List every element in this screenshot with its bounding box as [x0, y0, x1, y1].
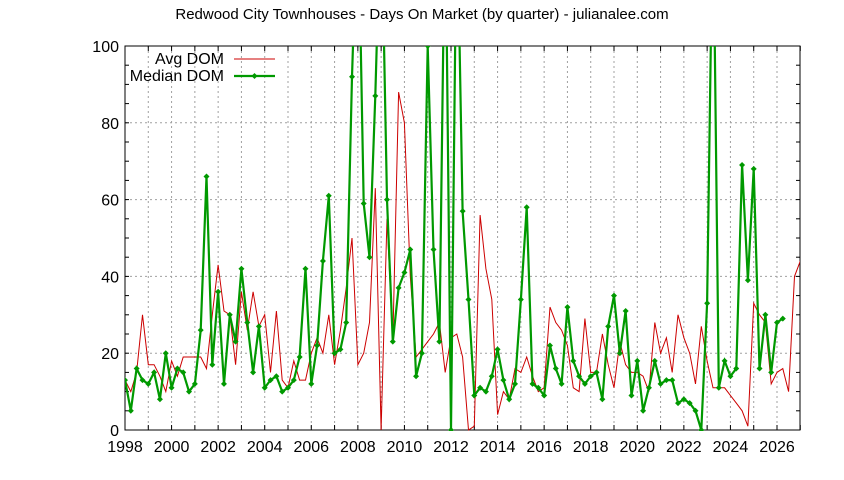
y-tick-label: 40: [101, 269, 119, 286]
x-tick-label: 1998: [107, 439, 143, 456]
x-tick-label: 2024: [713, 439, 749, 456]
x-tick-label: 2018: [573, 439, 609, 456]
chart-title: Redwood City Townhouses - Days On Market…: [175, 6, 668, 23]
x-tick-label: 2012: [433, 439, 469, 456]
median-dom-line: [125, 46, 784, 431]
x-tick-label: 2014: [480, 439, 516, 456]
x-tick-label: 2002: [200, 439, 236, 456]
x-tick-label: 2022: [666, 439, 702, 456]
grid-lines: [125, 46, 800, 430]
tick-labels: 1998 2000 2002 2004 2006 2008 2010 2012 2014 2016…: [92, 39, 795, 456]
x-tick-label: 2010: [387, 439, 423, 456]
x-tick-label: 2008: [340, 439, 376, 456]
median-dom-markers: [125, 46, 786, 431]
x-tick-label: 2006: [293, 439, 329, 456]
x-tick-label: 2004: [247, 439, 283, 456]
x-tick-label: 2026: [759, 439, 795, 456]
x-tick-label: 2000: [154, 439, 190, 456]
axes: [124, 45, 801, 431]
y-tick-label: 0: [110, 423, 119, 440]
legend-label-median: Median DOM: [130, 68, 224, 85]
x-tick-label: 2020: [619, 439, 655, 456]
y-tick-label: 20: [101, 346, 119, 363]
legend-marker-median: [251, 73, 258, 79]
legend-label-avg: Avg DOM: [155, 51, 224, 68]
y-tick-label: 100: [92, 39, 119, 56]
legend: Avg DOM Median DOM: [130, 51, 275, 85]
x-tick-label: 2016: [526, 439, 562, 456]
y-tick-label: 80: [101, 116, 119, 133]
avg-dom-line: [125, 92, 800, 431]
y-tick-label: 60: [101, 193, 119, 210]
